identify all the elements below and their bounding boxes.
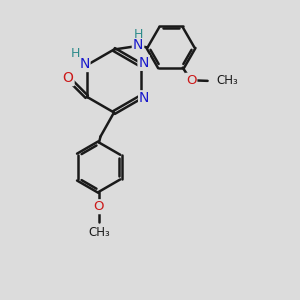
Text: N: N xyxy=(139,56,149,70)
Text: N: N xyxy=(79,57,89,71)
Text: N: N xyxy=(139,91,149,105)
Text: N: N xyxy=(133,38,143,52)
Text: O: O xyxy=(94,200,104,213)
Text: H: H xyxy=(70,47,80,60)
Text: O: O xyxy=(186,74,196,87)
Text: CH₃: CH₃ xyxy=(216,74,238,87)
Text: H: H xyxy=(134,28,143,41)
Text: O: O xyxy=(63,71,74,85)
Text: CH₃: CH₃ xyxy=(88,226,110,239)
